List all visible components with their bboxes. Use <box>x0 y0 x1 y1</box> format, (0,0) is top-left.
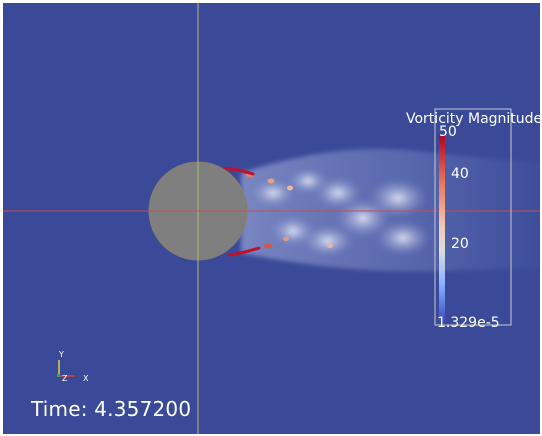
axes-triad <box>57 360 75 377</box>
vorticity-field-render <box>3 3 540 434</box>
time-label: Time: 4.357200 <box>31 397 192 421</box>
axis-z-label: Z <box>62 374 68 383</box>
colorbar-tick-20: 20 <box>451 236 469 252</box>
colorbar-gradient <box>439 135 445 321</box>
render-viewport[interactable]: Y Z X Vorticity Magnitude 50 40 20 1.329… <box>3 3 540 434</box>
colorbar-tick-max: 50 <box>439 124 457 140</box>
lower-shear-layer <box>227 246 261 257</box>
colorbar-frame <box>434 108 512 326</box>
upper-shear-layer <box>221 167 255 176</box>
wake-region <box>241 149 540 272</box>
vortex-cores <box>246 172 333 249</box>
colorbar-tick-40: 40 <box>451 166 469 182</box>
colorbar-tick-min: 1.329e-5 <box>437 315 500 331</box>
colorbar-title: Vorticity Magnitude <box>406 111 540 127</box>
axis-x-label: X <box>83 374 89 383</box>
axis-y-label: Y <box>59 350 64 359</box>
